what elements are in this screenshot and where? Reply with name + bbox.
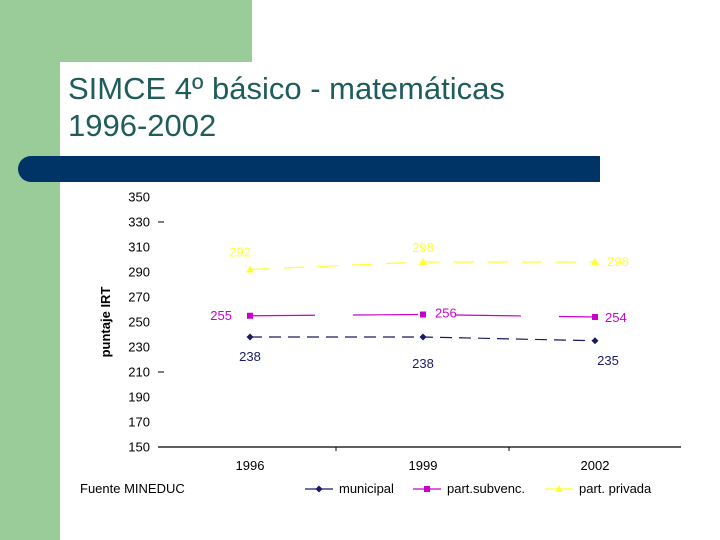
data-point [246,333,254,341]
y-axis-label: puntaje IRT [98,287,113,358]
y-tick-label: 170 [128,415,150,430]
data-label: 238 [412,356,434,371]
legend-item: part.subvenc. [413,481,525,496]
data-point [419,258,427,265]
data-label: 255 [210,308,232,323]
y-tick-label: 290 [128,265,150,280]
y-tick-label: 310 [128,240,150,255]
y-tick-label: 330 [128,215,150,230]
source-note: Fuente MINEDUC [80,481,185,496]
y-tick-label: 150 [128,440,150,455]
legend-label: part.subvenc. [447,481,525,496]
x-axis: 1996 1999 2002 [158,446,681,473]
title-divider-bar [18,156,600,182]
y-tick-label: 210 [128,365,150,380]
slide-background [60,62,720,540]
legend-item: part. privada [545,481,652,496]
legend-label: part. privada [579,481,652,496]
data-point [420,311,426,318]
top-panel [60,0,252,62]
data-point [247,312,253,319]
data-point [246,265,254,273]
series-2: 255 256 254 [210,306,626,326]
x-tick-label: 1996 [236,458,265,473]
data-label: 254 [605,310,627,325]
legend-label: municipal [339,481,394,496]
series-1: 238 238 235 [239,333,619,371]
y-tick-label: 350 [128,190,150,205]
legend: municipal part.subvenc. part. privada [305,481,652,496]
data-point [315,485,323,493]
title-line-1: SIMCE 4º básico - matemáticas [68,71,505,106]
data-label: 235 [597,353,619,368]
series-3: 292 298 298 [229,240,629,273]
data-point [419,333,427,341]
data-label: 292 [229,245,251,260]
data-point [591,258,599,265]
data-point [555,485,563,492]
data-label: 238 [239,349,261,364]
title-line-2: 1996-2002 [68,108,217,143]
y-tick-label: 230 [128,340,150,355]
series-line [249,313,596,318]
data-point [424,486,430,492]
y-axis: 150 170 190 210 230 250 270 290 310 330 350 puntaje… [98,190,164,455]
data-point [591,337,599,345]
x-tick-label: 1999 [409,458,438,473]
data-label: 298 [607,254,629,269]
side-panel [0,0,60,540]
data-label: 298 [412,240,434,255]
y-tick-label: 250 [128,315,150,330]
series-layer: 238 238 235 255 256 254 292 298 298 [210,240,629,371]
y-tick-label: 270 [128,290,150,305]
slide-title: SIMCE 4º básico - matemáticas 1996-2002 [68,70,505,144]
data-point [592,314,598,320]
y-tick-label: 190 [128,390,150,405]
data-label: 256 [435,306,457,321]
x-tick-label: 2002 [581,458,610,473]
legend-item: municipal [305,481,394,496]
